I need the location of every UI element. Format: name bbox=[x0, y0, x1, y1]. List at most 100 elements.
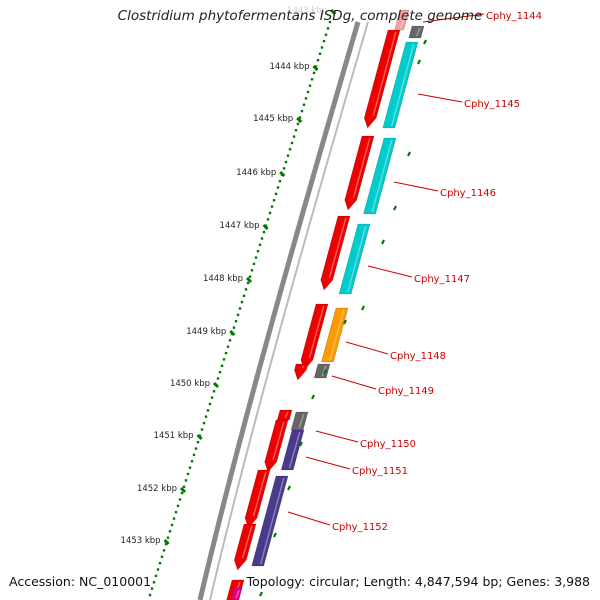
feature-tick bbox=[259, 591, 263, 597]
ruler-dot bbox=[306, 90, 310, 94]
ruler-dot bbox=[148, 593, 152, 597]
ruler-dot bbox=[270, 205, 274, 208]
gene-block bbox=[363, 137, 397, 215]
gene-block-shine bbox=[416, 27, 421, 37]
map-title: Clostridium phytofermentans ISDg, comple… bbox=[117, 8, 483, 24]
gene-leader-line bbox=[422, 13, 485, 23]
ruler-dot bbox=[182, 485, 186, 488]
ruler-dot bbox=[218, 371, 222, 374]
ruler-dot bbox=[222, 358, 226, 361]
cds-block bbox=[294, 363, 309, 381]
ruler-dot bbox=[234, 320, 238, 323]
ruler-tick-label: 1448 kbp bbox=[203, 274, 243, 284]
ruler-tick-label: 1452 kbp bbox=[137, 484, 177, 494]
ruler-dot bbox=[158, 562, 162, 565]
gene-layer bbox=[251, 9, 425, 567]
feature-tick bbox=[423, 39, 427, 45]
gene-label: Cphy_1149 bbox=[378, 386, 434, 397]
ruler-dot bbox=[224, 351, 228, 355]
gene-leader-line bbox=[393, 181, 439, 192]
cds-block bbox=[276, 409, 293, 421]
ruler-dot bbox=[168, 530, 172, 533]
ruler-dot bbox=[172, 517, 176, 520]
ruler-major-tick bbox=[296, 116, 303, 124]
ruler-major-tick bbox=[262, 223, 269, 231]
ruler-dot bbox=[192, 453, 196, 457]
gene-label: Cphy_1150 bbox=[360, 439, 416, 450]
ruler-dot bbox=[322, 39, 326, 43]
ruler-dot bbox=[180, 491, 184, 495]
ruler-dot bbox=[166, 536, 170, 539]
ruler-dot bbox=[232, 326, 236, 329]
ruler-dot bbox=[188, 466, 192, 469]
ruler-dot bbox=[262, 230, 266, 234]
ruler-dot bbox=[294, 129, 298, 132]
ruler-tick-label: 1444 kbp bbox=[269, 62, 309, 72]
ruler-dot bbox=[242, 294, 246, 297]
cds-block bbox=[300, 303, 329, 371]
ruler-tick-label: 1447 kbp bbox=[220, 221, 260, 231]
gene-block bbox=[251, 475, 289, 567]
gene-block bbox=[394, 9, 410, 31]
ruler-dot bbox=[256, 250, 260, 253]
gene-block-shine bbox=[259, 477, 285, 565]
cds-block bbox=[230, 587, 243, 600]
feature-tick bbox=[343, 319, 347, 325]
gene-label: Cphy_1152 bbox=[332, 522, 388, 533]
ruler-dot bbox=[304, 97, 308, 100]
backbone-inner-line bbox=[209, 21, 369, 600]
feature-tick bbox=[273, 532, 277, 538]
ruler-major-tick bbox=[163, 538, 170, 546]
ruler-major-tick bbox=[330, 8, 337, 16]
ruler-dot bbox=[328, 20, 332, 24]
tick-layer: 1443 kbp 1444 kbp 1445 kbp 1446 kbp 1447 kbp… bbox=[121, 6, 337, 597]
ruler-dot bbox=[276, 186, 280, 189]
gene-block-shine bbox=[399, 11, 407, 29]
ruler-dot bbox=[284, 160, 288, 164]
ruler-dot bbox=[210, 396, 214, 399]
gene-label: Cphy_1151 bbox=[352, 466, 408, 477]
ruler-dot bbox=[246, 281, 250, 285]
feature-tick bbox=[393, 205, 397, 211]
gene-leader-line bbox=[331, 375, 377, 390]
ruler-dot bbox=[250, 269, 254, 272]
feature-tick bbox=[417, 59, 421, 65]
cds-block bbox=[344, 135, 375, 211]
cds-block-shine bbox=[328, 217, 347, 279]
ruler-dot bbox=[216, 377, 220, 380]
ruler-dot bbox=[194, 447, 198, 450]
ruler-dot bbox=[196, 441, 200, 444]
ruler-dot bbox=[226, 345, 230, 348]
ruler-major-tick bbox=[179, 486, 187, 494]
gene-leader-line bbox=[417, 93, 463, 103]
cds-block-shine bbox=[301, 365, 305, 369]
ruler-dot bbox=[286, 154, 290, 157]
ruler-dot bbox=[298, 116, 302, 119]
ruler-dot bbox=[164, 542, 168, 546]
ruler-dot bbox=[316, 59, 320, 62]
ruler-major-tick bbox=[279, 170, 286, 178]
cds-block bbox=[244, 469, 271, 529]
ruler-dot bbox=[310, 78, 314, 81]
ruler-dot bbox=[300, 109, 304, 113]
gene-block-shine bbox=[347, 225, 367, 293]
ruler-dot bbox=[324, 33, 328, 36]
ruler-dot bbox=[282, 167, 286, 170]
feature-tick bbox=[381, 239, 385, 245]
ruler-dot bbox=[244, 288, 248, 291]
accession-text: Accession: NC_010001 bbox=[9, 574, 152, 589]
ruler-tick-label: 1453 kbp bbox=[121, 536, 161, 546]
ruler-dot bbox=[162, 549, 166, 552]
ruler-dot bbox=[290, 141, 294, 145]
ruler-dot bbox=[220, 364, 224, 367]
gene-block-shine bbox=[321, 365, 327, 377]
ruler-dot bbox=[200, 428, 204, 431]
ruler-major-tick bbox=[229, 329, 236, 337]
cds-block-shine bbox=[284, 411, 289, 419]
ruler-tick-label: 1443 kbp bbox=[287, 6, 327, 16]
ruler-dot bbox=[176, 504, 180, 508]
ruler-tick-label: 1449 kbp bbox=[186, 327, 226, 337]
ruler-major-tick bbox=[212, 381, 220, 389]
cds-block-shine bbox=[372, 31, 397, 117]
